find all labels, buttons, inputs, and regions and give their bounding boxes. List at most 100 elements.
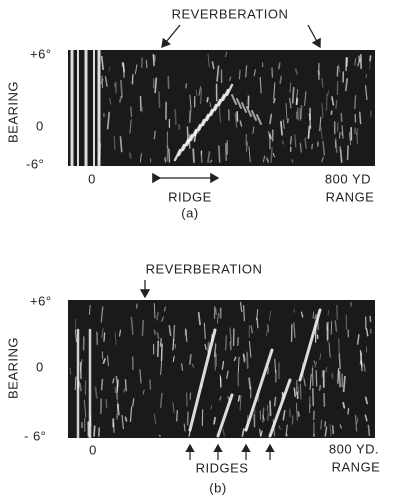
streak [93, 425, 96, 437]
streak [109, 97, 112, 105]
streak [317, 70, 320, 76]
streak [250, 325, 253, 334]
streak [197, 118, 206, 132]
streak [166, 145, 169, 162]
streak [142, 389, 145, 395]
streak [211, 61, 215, 70]
bearing-label: BEARING [5, 337, 20, 399]
streak [216, 393, 234, 438]
streak [201, 113, 210, 127]
streak [172, 339, 175, 351]
streak [100, 378, 104, 391]
top-label: REVERBERATION [146, 261, 263, 276]
streak [130, 316, 134, 335]
streak [354, 414, 358, 432]
streak [221, 88, 230, 102]
streak [291, 159, 294, 163]
bearing-tick: 0 [36, 359, 44, 374]
streak [256, 317, 259, 329]
streak [328, 342, 331, 358]
streak [364, 85, 368, 100]
streak [213, 343, 217, 358]
streak [324, 421, 327, 427]
streak [246, 94, 249, 105]
streak [342, 401, 346, 409]
streak [198, 86, 202, 96]
streak [229, 327, 232, 343]
streak [120, 79, 123, 98]
streak [269, 113, 273, 125]
streak [101, 328, 104, 338]
streak [248, 341, 252, 358]
streak [303, 91, 307, 106]
range-label: RANGE [326, 189, 375, 204]
streak [237, 356, 240, 374]
streak [354, 94, 357, 110]
range-end: 800 YD. [329, 441, 379, 456]
streak [218, 145, 221, 163]
streak [273, 82, 276, 100]
streak [273, 98, 276, 104]
streak [159, 337, 162, 347]
streak [309, 373, 312, 391]
streak [354, 57, 357, 66]
streak [79, 383, 82, 392]
streak [83, 399, 87, 418]
streak [225, 83, 234, 97]
streak [349, 132, 351, 146]
streak [116, 379, 119, 393]
streak [311, 143, 314, 150]
streak [209, 101, 212, 108]
streak [189, 94, 192, 110]
streak [203, 322, 206, 340]
streak [344, 78, 349, 92]
streak [339, 145, 343, 163]
streak [216, 65, 220, 82]
streak [312, 410, 315, 421]
streak [106, 111, 111, 130]
streak [295, 88, 299, 105]
streak [152, 53, 155, 67]
streak [320, 419, 323, 430]
streak [74, 376, 77, 391]
streak [299, 142, 302, 153]
streak [256, 309, 259, 321]
streak [326, 321, 329, 340]
streak [299, 104, 303, 120]
streak [356, 334, 360, 345]
streak [156, 332, 160, 340]
streak [209, 103, 218, 117]
streak [181, 363, 183, 371]
streak [319, 353, 322, 361]
streak [294, 68, 298, 75]
streak [141, 319, 145, 337]
streak [314, 361, 318, 368]
streak [139, 369, 142, 384]
bearing-label: BEARING [5, 81, 20, 143]
streak [189, 353, 192, 365]
streak [355, 128, 359, 136]
arrow [161, 24, 181, 49]
streak [134, 64, 138, 75]
streak [119, 136, 123, 153]
streak [315, 369, 318, 387]
streak [251, 110, 257, 121]
streak [114, 387, 116, 394]
streak [330, 320, 333, 335]
streak [200, 151, 203, 163]
streak [156, 311, 159, 321]
streak [188, 109, 192, 123]
streak [213, 98, 222, 112]
streak [246, 141, 248, 152]
streak [224, 335, 228, 351]
streak [205, 108, 214, 122]
streak [262, 155, 266, 163]
streak [322, 140, 326, 156]
bearing-tick: +6° [30, 46, 52, 61]
streak [244, 348, 274, 432]
streak [131, 73, 134, 85]
streak [359, 350, 363, 368]
streak [342, 375, 346, 393]
display-panel [68, 300, 375, 438]
streak [321, 102, 324, 118]
